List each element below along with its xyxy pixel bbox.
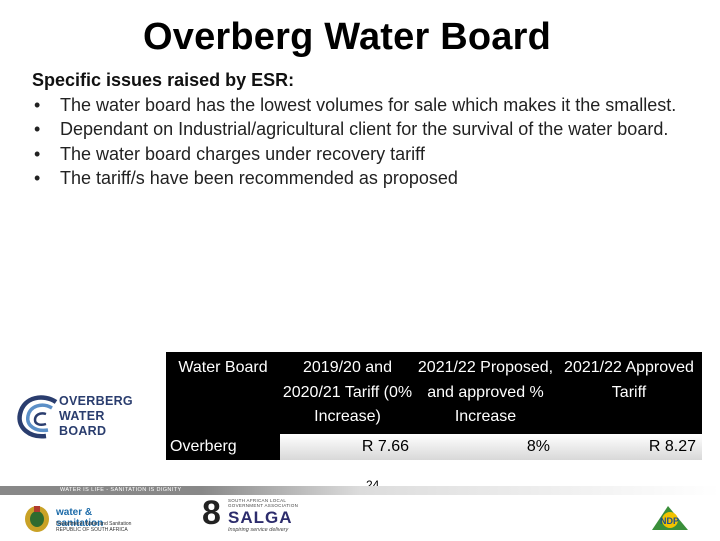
issues-heading: Specific issues raised by ESR:: [32, 70, 295, 90]
tariff-2019-21-cell: R 7.66: [280, 433, 415, 460]
footer: WATER IS LIFE - SANITATION IS DIGNITY: [0, 486, 720, 540]
list-item: • The water board charges under recovery …: [32, 142, 692, 167]
salga-logo: 8 SOUTH AFRICAN LOCAL GOVERNMENT ASSOCIA…: [200, 494, 310, 538]
page-title: Overberg Water Board: [142, 16, 552, 58]
dws-logo: water & sanitation Department: Water and…: [22, 502, 142, 536]
logo-line: OVERBERG: [59, 394, 133, 408]
water-board-cell: Overberg: [166, 433, 280, 460]
list-item: • The tariff/s have been recommended as p…: [32, 166, 692, 191]
approved-tariff-cell: R 8.27: [556, 433, 702, 460]
footer-bar: WATER IS LIFE - SANITATION IS DIGNITY: [0, 486, 720, 495]
ndp-logo-icon: NDP: [652, 506, 688, 530]
bullet-icon: •: [34, 143, 41, 164]
increase-cell: 8%: [415, 433, 556, 460]
overberg-logo-icon: [17, 395, 58, 439]
logo-line: BOARD: [59, 424, 107, 438]
overberg-logo: OVERBERG WATER BOARD: [16, 394, 156, 444]
issues-section: Specific issues raised by ESR: • The wate…: [32, 68, 692, 191]
column-header: 2019/20 and 2020/21 Tariff (0% Increase): [280, 352, 415, 434]
salga-name: SALGA: [228, 508, 293, 527]
dws-subtitle: Department: Water and Sanitation REPUBLI…: [56, 521, 132, 533]
bullet-text: Dependant on Industrial/agricultural cli…: [60, 119, 669, 139]
salga-full-name: SOUTH AFRICAN LOCAL GOVERNMENT ASSOCIATI…: [228, 498, 299, 508]
bullet-text: The water board charges under recovery t…: [60, 143, 425, 164]
bullet-icon: •: [34, 119, 41, 139]
list-item: • The water board has the lowest volumes …: [32, 93, 692, 118]
list-item: • Dependant on Industrial/agricultural cl…: [32, 117, 692, 142]
issues-list: • The water board has the lowest volumes …: [32, 93, 692, 191]
bullet-icon: •: [34, 168, 41, 188]
overberg-logo-text: OVERBERG WATER BOARD: [59, 394, 133, 439]
bullet-text: The water board has the lowest volumes f…: [60, 94, 677, 115]
column-header: 2021/22 Proposed, and approved % Increas…: [415, 352, 556, 434]
salga-eight-mark: 8: [202, 494, 221, 532]
dws-name: water & sanitation: [56, 507, 104, 529]
column-header: Water Board: [166, 352, 280, 434]
logo-line: WATER: [59, 409, 105, 423]
coat-of-arms-icon: [25, 506, 49, 532]
bullet-text: The tariff/s have been recommended as pr…: [60, 168, 458, 188]
footer-tagline: WATER IS LIFE - SANITATION IS DIGNITY: [60, 487, 182, 493]
column-header: 2021/22 Approved Tariff: [556, 352, 702, 434]
ndp-logo: NDP: [648, 500, 692, 536]
tariff-table: Water Board 2019/20 and 2020/21 Tariff (…: [166, 352, 702, 460]
salga-tagline: Inspiring service delivery: [228, 527, 289, 533]
ndp-label: NDP: [660, 516, 679, 526]
table-header-row: Water Board 2019/20 and 2020/21 Tariff (…: [166, 352, 702, 434]
table-row: Overberg R 7.66 8% R 8.27: [166, 433, 702, 460]
bullet-icon: •: [34, 94, 41, 115]
